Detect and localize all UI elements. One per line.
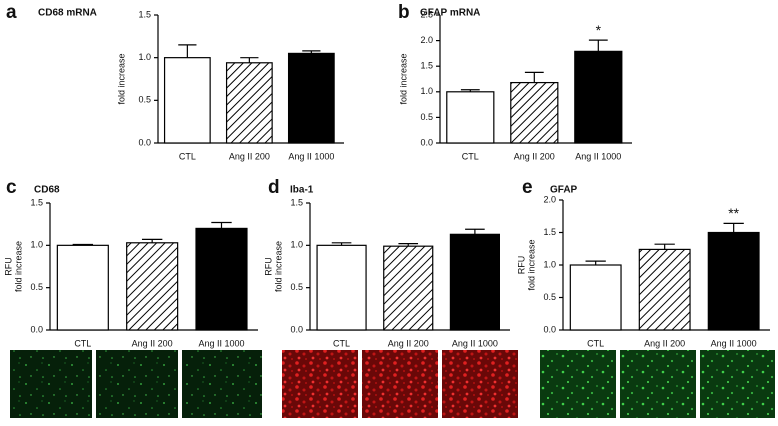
micrograph <box>10 350 92 418</box>
micrograph <box>540 350 616 418</box>
bar <box>638 248 691 331</box>
x-tick-label: Ang II 200 <box>229 151 270 161</box>
x-tick-label: Ang II 1000 <box>575 151 621 161</box>
bar <box>510 81 559 144</box>
x-tick-label: Ang II 200 <box>388 338 429 348</box>
y-tick-label: 1.0 <box>420 86 433 96</box>
x-tick-label: Ang II 200 <box>132 338 173 348</box>
bar <box>446 91 495 144</box>
y-axis-label: fold increase <box>398 53 408 104</box>
bar <box>163 57 211 144</box>
micrograph <box>442 350 518 418</box>
y-axis-label: RFU <box>3 257 13 276</box>
y-axis-label: fold increase <box>13 241 23 292</box>
chart-title: GFAP mRNA <box>420 8 480 19</box>
y-tick-label: 0.5 <box>543 292 556 302</box>
y-tick-label: 2.5 <box>420 9 433 19</box>
bar <box>195 227 248 331</box>
micrograph <box>620 350 696 418</box>
x-tick-label: CTL <box>462 151 479 161</box>
x-tick-label: Ang II 200 <box>644 338 685 348</box>
y-axis-label: fold increase <box>273 241 283 292</box>
y-tick-label: 0.0 <box>30 324 43 334</box>
y-tick-label: 1.5 <box>30 197 43 207</box>
x-tick-label: Ang II 200 <box>514 151 555 161</box>
y-tick-label: 1.0 <box>290 240 303 250</box>
chart-title: Iba-1 <box>290 185 314 196</box>
bar <box>569 264 622 331</box>
x-tick-label: Ang II 1000 <box>288 151 334 161</box>
chart-title: CD68 <box>34 185 60 196</box>
panel-letter: c <box>6 177 17 198</box>
micrograph <box>282 350 358 418</box>
annotation: * <box>596 22 602 38</box>
y-tick-label: 0.5 <box>30 282 43 292</box>
y-tick-label: 1.5 <box>290 197 303 207</box>
y-tick-label: 1.5 <box>543 227 556 237</box>
y-tick-label: 0.5 <box>420 112 433 122</box>
x-tick-label: Ang II 1000 <box>452 338 498 348</box>
bar <box>449 233 500 331</box>
y-axis-label: RFU <box>516 256 526 275</box>
panel-letter: e <box>522 177 533 198</box>
x-tick-label: CTL <box>74 338 91 348</box>
y-axis-label: RFU <box>263 257 273 276</box>
chart-title: GFAP <box>550 185 578 196</box>
y-tick-label: 0.5 <box>290 282 303 292</box>
y-tick-label: 1.0 <box>543 259 556 269</box>
x-tick-label: CTL <box>587 338 604 348</box>
bar <box>574 50 623 144</box>
micrographs-c <box>10 350 262 418</box>
x-tick-label: Ang II 1000 <box>198 338 244 348</box>
micrograph <box>362 350 438 418</box>
bar <box>383 245 434 331</box>
x-tick-label: CTL <box>179 151 196 161</box>
y-axis-label: fold increase <box>526 239 536 290</box>
y-tick-label: 0.0 <box>420 137 433 147</box>
y-tick-label: 1.5 <box>420 61 433 71</box>
panel-letter: d <box>268 177 280 198</box>
y-tick-label: 2.0 <box>420 35 433 45</box>
micrograph <box>182 350 262 418</box>
x-tick-label: CTL <box>333 338 350 348</box>
y-tick-label: 1.0 <box>30 240 43 250</box>
micrographs-e <box>540 350 775 418</box>
micrograph <box>96 350 178 418</box>
panel-letter: a <box>6 2 17 23</box>
micrograph <box>700 350 775 418</box>
bar <box>56 244 109 331</box>
y-tick-label: 0.0 <box>290 324 303 334</box>
panel-letter: b <box>398 2 410 23</box>
y-axis-label: fold increase <box>116 53 126 104</box>
y-tick-label: 0.5 <box>138 95 151 105</box>
bar <box>126 242 179 331</box>
bar <box>316 244 367 331</box>
y-tick-label: 0.0 <box>543 324 556 334</box>
y-tick-label: 0.0 <box>138 137 151 147</box>
y-tick-label: 1.0 <box>138 52 151 62</box>
chart-title: CD68 mRNA <box>38 8 97 19</box>
y-tick-label: 1.5 <box>138 9 151 19</box>
y-tick-label: 2.0 <box>543 194 556 204</box>
x-tick-label: Ang II 1000 <box>711 338 757 348</box>
bar <box>287 52 335 144</box>
bar <box>225 62 273 144</box>
micrographs-d <box>282 350 518 418</box>
bar <box>707 231 760 331</box>
annotation: ** <box>728 205 739 221</box>
